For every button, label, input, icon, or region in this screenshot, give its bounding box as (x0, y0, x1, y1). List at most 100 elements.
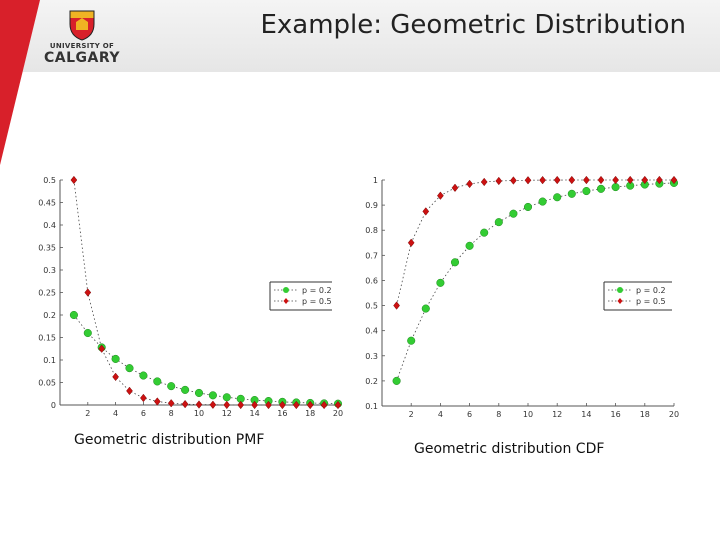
y-tick-label: 0.25 (38, 289, 56, 298)
red-accent-stripe (0, 0, 40, 165)
x-tick-label: 4 (438, 410, 443, 419)
y-tick-label: 1 (373, 176, 378, 185)
data-point-circle (465, 241, 474, 250)
data-point-circle (611, 183, 620, 192)
x-tick-label: 10 (523, 410, 533, 419)
data-point-diamond (539, 175, 546, 185)
header-band (0, 0, 720, 72)
y-tick-label: 0.3 (365, 352, 378, 361)
y-tick-label: 0.15 (38, 334, 56, 343)
series-line-2 (396, 179, 674, 306)
data-point-circle (181, 385, 190, 394)
data-point-circle (222, 393, 231, 402)
logo-text-line2: CALGARY (43, 50, 120, 66)
data-point-circle (567, 189, 576, 198)
data-point-circle (494, 218, 503, 227)
y-tick-label: 0.5 (365, 302, 378, 311)
data-point-diamond (510, 176, 517, 185)
data-point-diamond (422, 207, 430, 216)
x-tick-label: 6 (467, 410, 472, 419)
data-point-diamond (167, 399, 175, 408)
legend: p = 0.2 p = 0.5 (269, 281, 332, 311)
university-logo: UNIVERSITY OF CALGARY (40, 8, 124, 66)
x-tick-label: 6 (141, 409, 146, 418)
y-tick-label: 0.9 (365, 201, 378, 210)
y-tick-label: 0.2 (365, 377, 378, 386)
slide-title: Example: Geometric Distribution (260, 10, 686, 40)
x-tick-label: 20 (669, 410, 679, 419)
data-point-diamond (656, 175, 663, 185)
y-tick-label: 0.4 (43, 221, 56, 230)
data-point-diamond (98, 344, 106, 353)
data-point-circle (509, 209, 518, 218)
x-tick-label: 18 (640, 410, 650, 419)
x-tick-label: 8 (169, 409, 174, 418)
y-tick-label: 0.4 (365, 327, 378, 336)
legend-marker-circle (283, 287, 289, 293)
data-point-diamond (437, 191, 444, 200)
x-tick-label: 8 (496, 410, 501, 419)
legend-label: p = 0.2 (302, 286, 332, 295)
cdf-caption: Geometric distribution CDF (414, 441, 605, 457)
pmf-caption: Geometric distribution PMF (74, 432, 265, 448)
legend: p = 0.2 p = 0.5 (603, 281, 672, 311)
logo-text-line1: UNIVERSITY OF (49, 42, 115, 50)
data-point-diamond (583, 175, 590, 185)
y-tick-label: 0.1 (365, 402, 378, 411)
x-tick-label: 20 (333, 409, 343, 418)
data-point-diamond (320, 400, 328, 410)
legend-label: p = 0.5 (636, 297, 666, 306)
y-tick-label: 0.7 (365, 251, 378, 260)
data-point-diamond (612, 175, 619, 185)
x-tick-label: 18 (305, 409, 315, 418)
data-point-diamond (279, 400, 286, 410)
legend-label: p = 0.2 (636, 286, 666, 295)
data-point-diamond (181, 399, 189, 409)
x-tick-label: 4 (113, 409, 118, 418)
legend-marker-diamond (283, 298, 289, 304)
data-point-diamond (70, 175, 78, 185)
y-tick-label: 0.2 (43, 311, 56, 320)
data-point-diamond (407, 238, 415, 247)
data-point-diamond (495, 176, 503, 186)
data-point-diamond (553, 175, 561, 185)
data-point-diamond (84, 288, 92, 297)
data-point-diamond (626, 175, 634, 185)
x-tick-label: 12 (222, 409, 232, 418)
y-tick-label: 0.1 (43, 356, 56, 365)
data-point-diamond (251, 400, 258, 410)
data-point-circle (553, 193, 562, 202)
data-point-circle (153, 377, 162, 386)
data-point-circle (450, 258, 460, 267)
data-point-diamond (334, 400, 342, 410)
data-point-circle (125, 364, 134, 373)
x-tick-label: 16 (277, 409, 287, 418)
legend-marker-circle (617, 287, 623, 293)
data-point-circle (111, 354, 120, 363)
data-point-diamond (597, 175, 605, 185)
data-point-diamond (237, 400, 245, 410)
data-point-circle (582, 186, 591, 196)
y-tick-label: 0.5 (43, 176, 56, 185)
legend-marker-diamond (617, 298, 623, 304)
data-point-circle (194, 388, 204, 397)
data-point-circle (83, 328, 92, 338)
legend-label: p = 0.5 (302, 297, 332, 306)
data-point-circle (407, 336, 416, 345)
data-point-diamond (112, 372, 119, 382)
x-tick-label: 14 (250, 409, 260, 418)
data-point-diamond (223, 400, 231, 410)
y-tick-label: 0.6 (365, 276, 378, 285)
data-point-diamond (126, 386, 133, 396)
data-point-diamond (140, 393, 147, 403)
series-line-1 (396, 182, 675, 382)
data-point-circle (436, 278, 445, 287)
y-tick-label: 0.8 (365, 226, 378, 235)
data-point-circle (392, 376, 401, 385)
data-point-diamond (195, 400, 203, 409)
data-point-diamond (451, 183, 459, 193)
data-point-circle (596, 184, 606, 193)
x-tick-label: 12 (552, 410, 562, 419)
data-point-circle (480, 228, 489, 237)
pmf-chart: 0 0.05 0.1 0.15 0.2 0.25 0.3 0.35 0.4 0.45 0.5 2 4 6 8… (38, 175, 343, 418)
